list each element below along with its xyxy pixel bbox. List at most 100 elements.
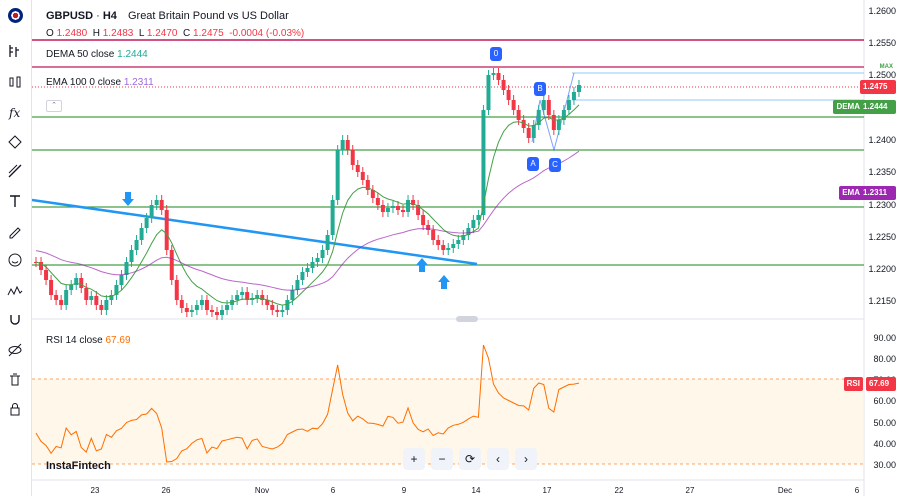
- rsi-params: 14 close: [65, 335, 103, 346]
- candle-body: [431, 230, 436, 240]
- candle-body: [164, 210, 169, 250]
- candle-body: [139, 228, 144, 240]
- candle-body: [365, 180, 370, 190]
- brush-icon[interactable]: [4, 220, 26, 242]
- scroll-left-button[interactable]: ‹: [487, 448, 509, 470]
- candle-body: [184, 308, 189, 312]
- candle-body: [220, 310, 225, 315]
- chart-type-icon[interactable]: [4, 40, 26, 62]
- open-value: 1.2480: [56, 28, 88, 39]
- emoji-icon[interactable]: [4, 249, 26, 271]
- candle-body: [144, 218, 149, 228]
- candle-body: [310, 262, 315, 268]
- time-axis-label: 27: [685, 486, 695, 495]
- candle-body: [235, 295, 240, 300]
- candle-body: [506, 90, 511, 100]
- candle-body: [134, 240, 139, 250]
- formula-icon[interactable]: fx: [4, 101, 26, 123]
- candle-body: [204, 300, 209, 310]
- hide-icon[interactable]: [4, 339, 26, 361]
- arrow-down-icon: [122, 192, 134, 206]
- zoom-out-button[interactable]: −: [431, 448, 453, 470]
- downtrend-line[interactable]: [32, 198, 478, 266]
- symbol-legend: GBPUSD · H4 Great Britain Pound vs US Do…: [46, 10, 289, 22]
- candle-body: [109, 295, 114, 300]
- candle-body: [94, 296, 99, 305]
- candle-body: [300, 272, 305, 280]
- candle-body: [225, 305, 230, 310]
- dema-legend[interactable]: DEMA 50 close 1.2444: [46, 49, 148, 60]
- candle-body: [119, 275, 124, 285]
- interval: H4: [102, 10, 117, 22]
- rsi-tag-value: 67.69: [866, 377, 896, 391]
- candle-body: [89, 296, 94, 300]
- low-value: 1.2470: [146, 28, 178, 39]
- collapse-legend-button[interactable]: ⌃: [46, 100, 62, 112]
- indicators-icon[interactable]: [4, 71, 26, 93]
- candle-body: [159, 200, 164, 210]
- candle-body: [380, 205, 385, 212]
- price-chart[interactable]: [32, 0, 900, 496]
- ema-value: 1.2311: [123, 77, 154, 88]
- time-axis-label: 6: [330, 486, 336, 495]
- rsi-legend[interactable]: RSI 14 close 67.69: [46, 335, 131, 346]
- high-label: H: [92, 28, 100, 39]
- dema-value: 1.2444: [117, 49, 148, 60]
- candle-body: [401, 210, 406, 212]
- rsi-axis-label: 90.00: [873, 333, 896, 343]
- pane-resize-handle[interactable]: [456, 316, 478, 322]
- lock-icon[interactable]: [4, 398, 26, 420]
- trend-line-icon[interactable]: [4, 160, 26, 182]
- candle-body: [285, 300, 290, 310]
- rsi-axis-label: 60.00: [873, 396, 896, 406]
- candle-body: [446, 248, 451, 250]
- candle-body: [390, 206, 395, 208]
- ema-legend[interactable]: EMA 100 0 close 1.2311: [46, 77, 154, 88]
- text-icon[interactable]: [4, 190, 26, 212]
- ticker: GBPUSD: [46, 10, 94, 22]
- price-axis-label: 1.2300: [868, 200, 896, 210]
- candle-body: [330, 200, 335, 235]
- reset-chart-button[interactable]: ⟳: [459, 448, 481, 470]
- candle-body: [546, 100, 551, 115]
- wave-label-c: C: [549, 158, 561, 172]
- trash-icon[interactable]: [4, 369, 26, 391]
- ema-name: EMA: [46, 77, 68, 88]
- candle-body: [104, 300, 109, 310]
- cursor-icon[interactable]: [4, 131, 26, 153]
- candle-body: [461, 235, 466, 240]
- candle-body: [501, 80, 506, 90]
- scroll-right-button[interactable]: ›: [515, 448, 537, 470]
- candle-body: [566, 100, 571, 110]
- candle-body: [416, 205, 421, 215]
- candle-body: [315, 258, 320, 262]
- candle-body: [49, 280, 54, 295]
- time-axis-label: 17: [542, 486, 552, 495]
- watermark: InstaFintech: [46, 460, 111, 472]
- candle-body: [561, 110, 566, 120]
- pattern-icon[interactable]: [4, 280, 26, 302]
- candle-body: [486, 75, 491, 110]
- candle-body: [421, 215, 426, 225]
- candle-body: [199, 300, 204, 305]
- magnet-icon[interactable]: [4, 309, 26, 331]
- candle-body: [406, 200, 411, 212]
- symbol-flag-icon: [8, 8, 23, 23]
- rsi-value: 67.69: [105, 335, 131, 346]
- zoom-in-button[interactable]: +: [403, 448, 425, 470]
- ema-tag-label: EMA: [839, 186, 863, 200]
- ohlc-legend: O 1.2480 H 1.2483 L 1.2470 C 1.2475 -0.0…: [46, 28, 304, 39]
- candle-body: [360, 172, 365, 180]
- price-axis-label: 1.2400: [868, 135, 896, 145]
- low-label: L: [138, 28, 145, 39]
- time-axis-label: 22: [614, 486, 624, 495]
- candle-body: [194, 305, 199, 310]
- candle-body: [355, 165, 360, 172]
- price-axis-label: 1.2200: [868, 264, 896, 274]
- price-axis-label: 1.2550: [868, 38, 896, 48]
- candle-body: [345, 140, 350, 150]
- candle-body: [44, 270, 49, 280]
- candle-body: [340, 140, 345, 150]
- candle-body: [426, 225, 431, 230]
- candle-body: [385, 208, 390, 212]
